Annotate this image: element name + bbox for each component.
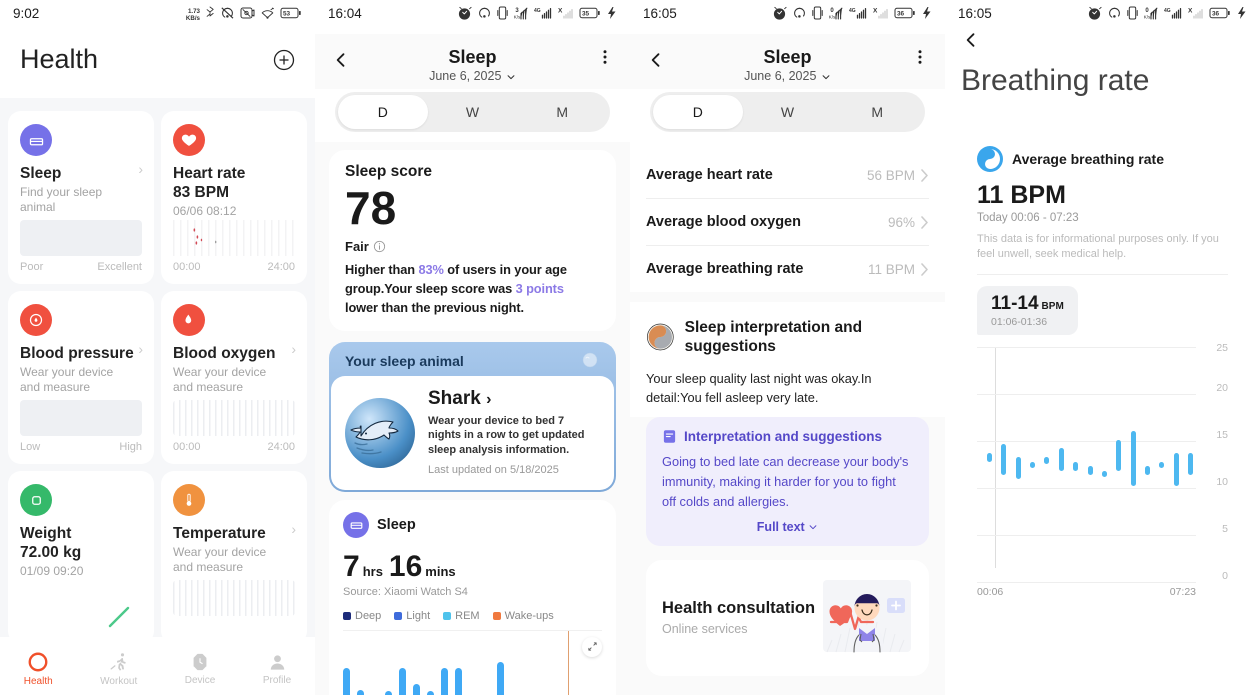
svg-text:X: X [558, 8, 563, 15]
svg-text:K/s: K/s [514, 15, 521, 20]
svg-text:3: 3 [515, 8, 519, 14]
svg-text:35: 35 [582, 10, 590, 17]
svg-text:0: 0 [1145, 8, 1149, 14]
svg-text:53: 53 [283, 10, 291, 17]
svg-text:1.73: 1.73 [188, 8, 200, 15]
svg-text:KB/s: KB/s [186, 15, 200, 20]
svg-text:X: X [873, 8, 878, 15]
svg-text:K/s: K/s [1144, 15, 1151, 20]
svg-text:4G: 4G [849, 8, 856, 14]
svg-text:2: 2 [191, 321, 194, 326]
svg-text:36: 36 [1212, 10, 1220, 17]
svg-text:K/s: K/s [829, 15, 836, 20]
svg-text:4G: 4G [534, 8, 541, 14]
svg-text:4G: 4G [1164, 8, 1171, 14]
svg-text:36: 36 [897, 10, 905, 17]
svg-text:X: X [1188, 8, 1193, 15]
svg-text:0: 0 [830, 8, 834, 14]
